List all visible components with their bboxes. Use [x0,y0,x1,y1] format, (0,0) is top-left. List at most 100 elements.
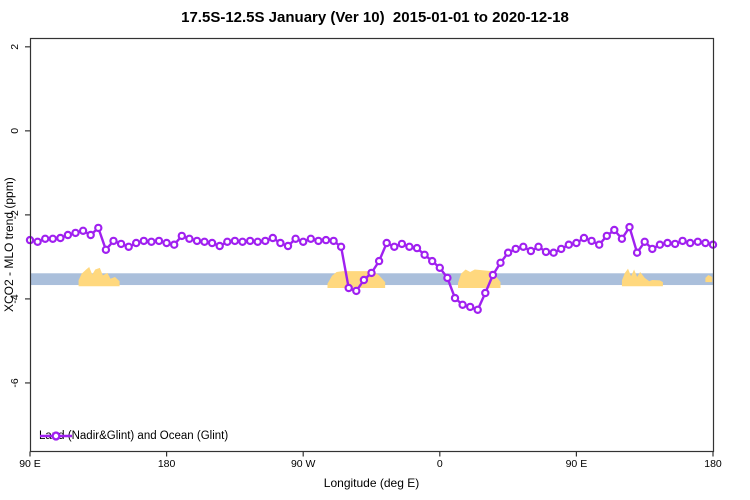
data-point-marker [276,238,285,248]
data-point-marker [245,236,255,246]
data-point-marker [230,236,240,246]
data-point-marker [458,300,467,309]
series-line [28,225,715,311]
data-point-marker [640,237,649,246]
data-point-marker [261,236,270,246]
y-tick-label: 0 [9,128,21,134]
data-point-marker [48,234,58,243]
data-point-marker [473,305,482,314]
data-point-marker [215,241,224,251]
data-point-marker [481,288,490,298]
data-point-marker [617,234,627,243]
data-point-marker [534,242,543,251]
data-point-marker [344,283,353,293]
orange-patch [705,274,713,283]
data-point-marker [116,239,126,249]
data-point-marker [579,233,589,243]
x-tick-label: 90 W [291,458,316,470]
data-point-marker [420,250,429,259]
data-point-marker [185,234,194,243]
data-point-marker [86,230,95,240]
data-point-marker [63,230,73,240]
data-point-marker [435,263,444,272]
x-tick-label: 0 [437,458,443,470]
data-point-marker [412,243,422,253]
data-point-marker [352,286,361,296]
data-point-marker [336,242,346,251]
data-point-marker [670,239,680,249]
data-point-marker [503,248,513,257]
data-point-marker [147,237,156,246]
y-tick-label: -4 [9,294,21,303]
legend-line-marker-icon [40,431,72,441]
data-point-marker [602,231,612,241]
data-point-marker [572,238,581,248]
data-point-marker [109,236,118,246]
data-point-marker [557,244,566,254]
data-point-marker [450,293,460,303]
data-point-marker [94,223,103,233]
data-point-marker [610,225,619,235]
data-point-marker [71,228,80,238]
data-point-marker [367,268,376,278]
x-axis-label: Longitude (deg E) [323,476,420,490]
data-point-marker [595,240,604,249]
data-point-marker [663,238,672,248]
x-tick-label: 90 E [566,458,588,470]
data-point-marker [41,234,50,243]
data-point-marker [488,270,498,280]
data-point-marker [466,302,475,312]
data-point-marker [169,240,179,249]
data-point-marker [564,240,574,249]
data-point-marker [238,237,247,246]
data-point-marker [200,237,209,246]
data-point-marker [56,233,65,243]
data-point-marker [526,246,536,256]
data-point-marker [314,236,323,246]
y-tick-label: 2 [9,44,21,50]
data-point-marker [154,236,164,246]
data-point-marker [321,235,331,245]
data-point-marker [587,236,596,246]
data-point-marker [192,236,202,246]
legend: Land (Nadir&Glint) and Ocean (Glint) [39,430,228,442]
data-point-marker [632,248,642,257]
data-point-marker [101,245,111,254]
data-point-marker [428,256,437,266]
chart-title: 17.5S-12.5S January (Ver 10) 2015-01-01 … [181,9,569,26]
data-point-marker [177,231,186,241]
data-point-marker [268,233,277,243]
data-point-marker [405,242,414,251]
data-point-marker [443,273,452,283]
y-tick-label: -6 [9,378,21,387]
data-point-marker [207,238,217,248]
orange-patch [621,268,663,287]
data-point-marker [306,234,315,243]
x-tick-label: 90 E [19,458,41,470]
data-point-marker [549,248,558,257]
data-point-marker [131,238,141,248]
x-tick-label: 180 [158,458,176,470]
data-point-marker [397,239,407,249]
orange-patch [78,266,120,287]
data-point-marker [701,238,710,248]
data-point-marker [496,258,505,267]
data-point-marker [648,244,657,254]
data-point-marker [283,241,293,251]
data-point-marker [655,240,665,249]
orange-patch [327,271,386,288]
data-point-marker [78,226,88,235]
data-point-marker [223,237,232,246]
data-point-marker [390,242,399,251]
data-point-marker [33,237,42,246]
data-point-marker [519,242,528,251]
data-point-marker [625,222,634,232]
data-point-marker [162,238,171,248]
data-point-marker [678,236,687,246]
data-point-marker [139,236,148,246]
y-tick-label: -2 [9,210,21,219]
data-point-marker [686,238,695,248]
legend-label: Land (Nadir&Glint) and Ocean (Glint) [39,430,229,442]
